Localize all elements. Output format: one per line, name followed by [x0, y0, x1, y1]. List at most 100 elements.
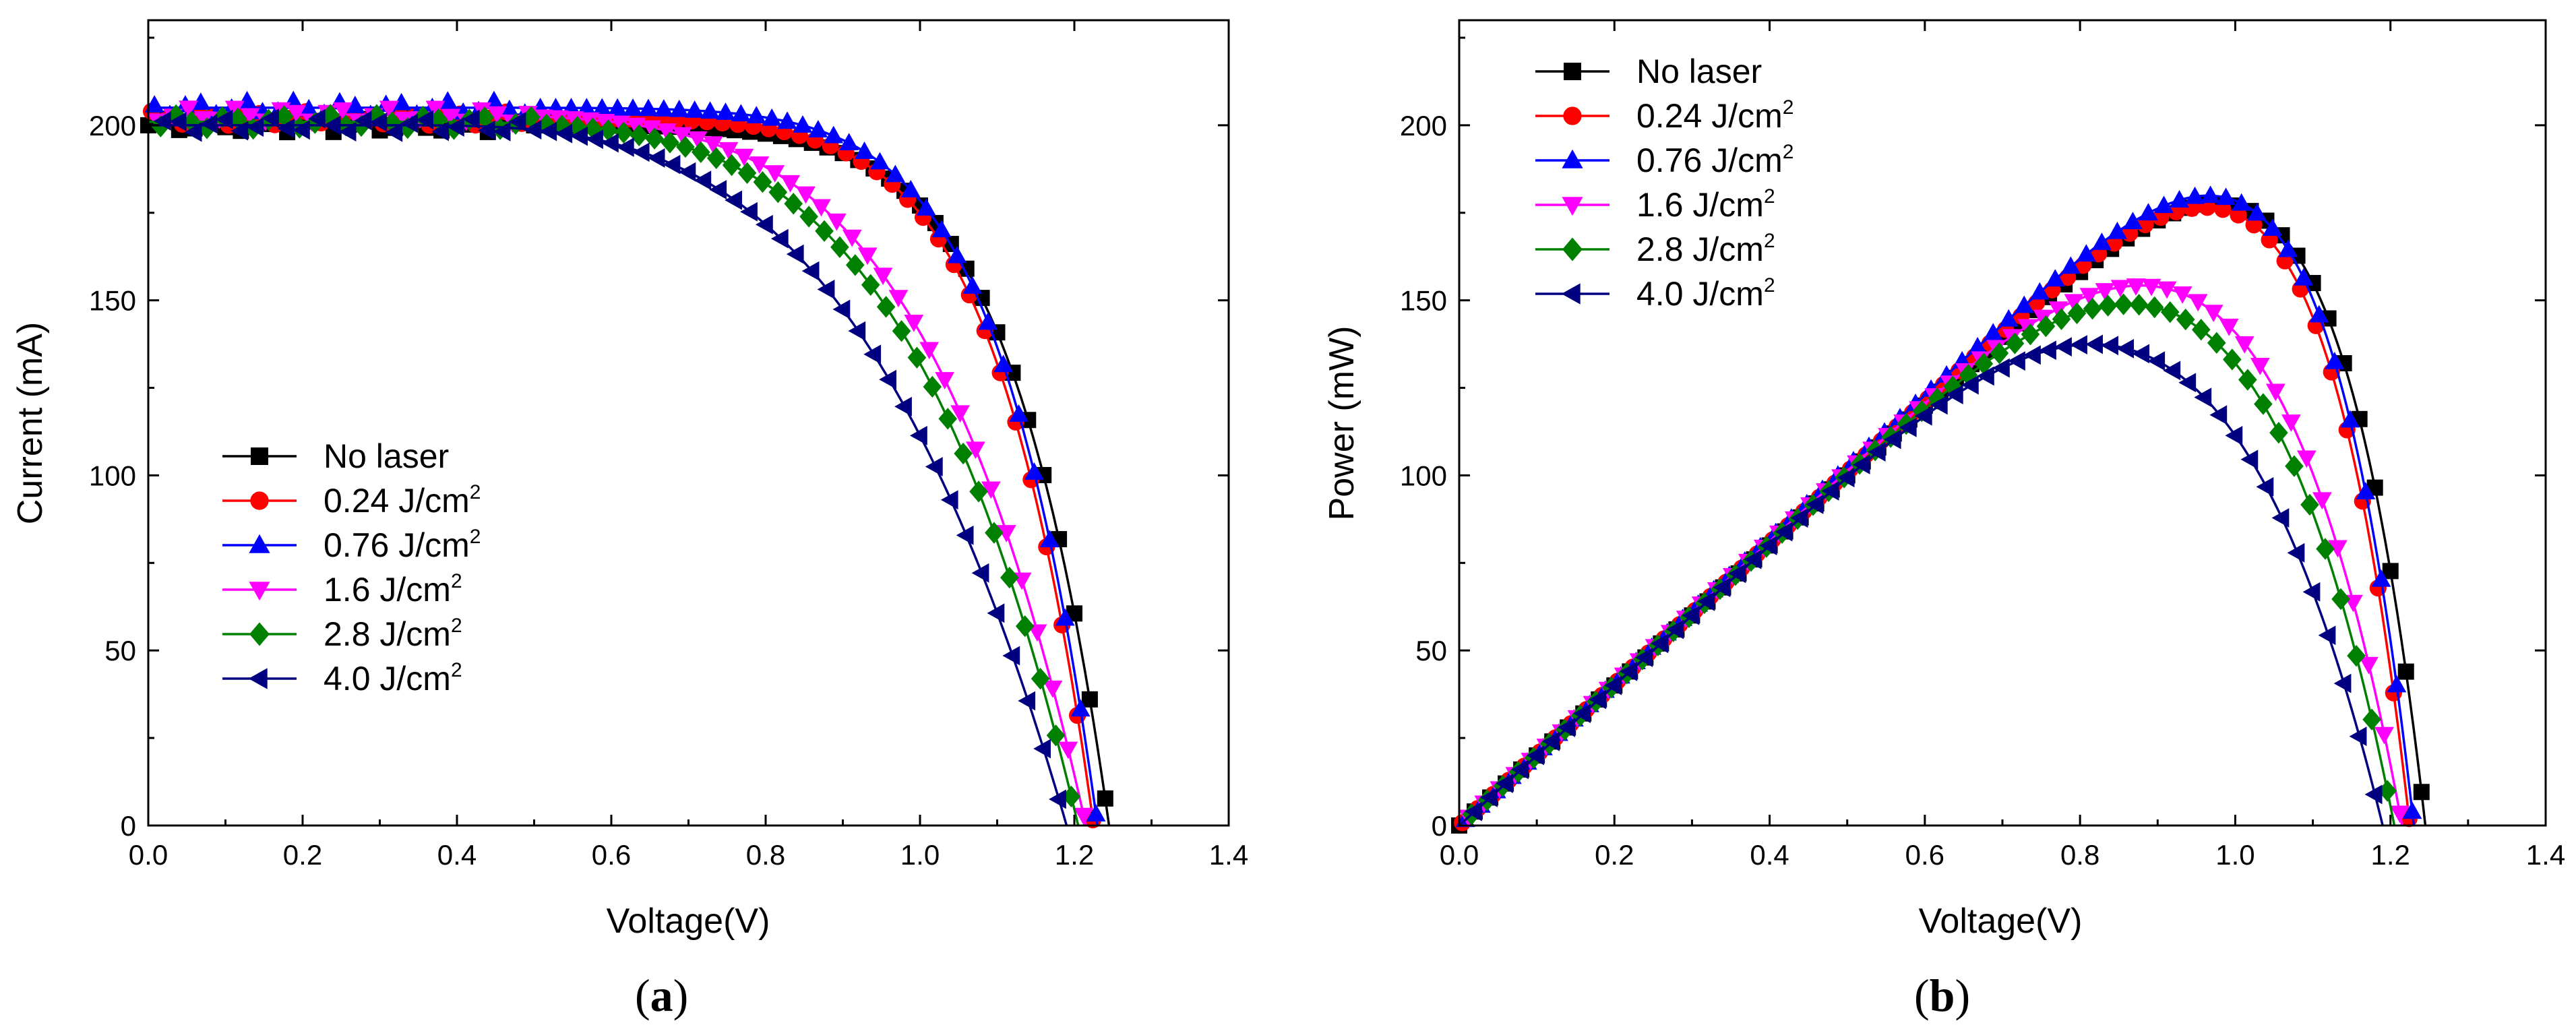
data-point — [1744, 549, 1762, 569]
series-square — [140, 110, 1113, 826]
data-point — [2036, 315, 2056, 338]
data-point — [694, 170, 712, 191]
legend-marker — [1561, 283, 1581, 305]
legend-label: 2.8 J/cm2 — [324, 615, 462, 653]
data-point — [570, 126, 588, 146]
data-point — [848, 321, 866, 341]
x-tick-label: 0.2 — [1595, 839, 1634, 871]
data-point — [394, 111, 415, 129]
data-point — [737, 162, 757, 184]
data-point — [824, 125, 844, 144]
data-point — [630, 124, 649, 147]
data-point — [2163, 361, 2181, 381]
data-point — [441, 108, 461, 127]
data-point — [416, 110, 433, 130]
x-tick-label: 0.0 — [129, 839, 168, 871]
data-point — [2052, 308, 2071, 330]
series-diamond — [148, 104, 1081, 826]
data-point — [323, 115, 341, 135]
legend-label: 0.76 J/cm2 — [1636, 141, 1793, 179]
data-point — [722, 154, 741, 177]
data-point — [1759, 536, 1777, 556]
data-point — [987, 603, 1005, 623]
data-point — [385, 122, 403, 142]
data-point — [614, 121, 634, 144]
data-point — [938, 408, 958, 430]
data-point — [962, 276, 983, 294]
data-point — [595, 113, 615, 131]
data-point — [2254, 393, 2273, 415]
data-point — [487, 106, 507, 124]
panel-b-y-axis-title: Power (mW) — [1322, 326, 1361, 521]
data-point — [246, 117, 264, 137]
data-point — [2378, 780, 2397, 802]
data-point — [447, 117, 464, 137]
data-point — [555, 123, 573, 144]
y-tick-label: 150 — [1400, 285, 1447, 317]
data-point — [2331, 588, 2350, 611]
data-point — [231, 121, 249, 141]
data-point — [2364, 784, 2383, 805]
data-point — [762, 108, 782, 126]
data-point — [1558, 718, 1575, 737]
data-point — [568, 116, 587, 138]
data-point — [2402, 801, 2422, 819]
data-point — [2287, 542, 2305, 563]
data-point — [431, 121, 449, 142]
data-point — [1018, 691, 1036, 711]
data-point — [780, 175, 801, 193]
legend-marker — [1562, 237, 1583, 261]
x-tick-label: 1.0 — [900, 839, 940, 871]
data-point — [1998, 309, 2019, 327]
data-point — [2095, 283, 2115, 301]
data-point — [2160, 301, 2180, 323]
data-point — [753, 170, 772, 193]
data-point — [2085, 334, 2103, 354]
data-point — [2039, 340, 2056, 361]
legend-marker — [250, 491, 269, 510]
data-point — [1049, 789, 1066, 809]
data-point — [1620, 661, 1638, 681]
series-line — [1458, 206, 2412, 827]
data-point — [956, 525, 974, 545]
data-point — [333, 102, 352, 120]
data-point — [777, 111, 797, 129]
data-point — [2325, 351, 2345, 369]
data-point — [692, 141, 710, 163]
y-tick-label: 100 — [89, 460, 136, 491]
data-point — [935, 372, 955, 390]
series-line — [148, 124, 1111, 826]
data-point — [861, 274, 880, 296]
data-point — [2126, 278, 2146, 296]
data-point — [993, 354, 1014, 373]
data-point — [839, 133, 859, 151]
data-point — [687, 131, 708, 149]
data-point — [2413, 784, 2430, 801]
data-point — [892, 320, 911, 342]
legend-label: 0.76 J/cm2 — [324, 526, 481, 564]
legend-label: No laser — [1636, 53, 1762, 90]
data-point — [873, 268, 893, 285]
data-point — [1990, 342, 2009, 365]
data-point — [616, 137, 634, 157]
data-point — [2312, 492, 2332, 510]
data-point — [2132, 344, 2150, 364]
data-point — [1837, 468, 1855, 488]
data-point — [392, 92, 411, 111]
panel-a-legend: No laser 0.24 J/cm2 0.76 J/cm2 1.6 J/cm2 2.8… — [222, 437, 481, 697]
data-point — [2060, 256, 2081, 274]
data-point — [200, 114, 218, 134]
data-point — [1081, 691, 1098, 708]
data-point — [1527, 745, 1544, 766]
data-point — [734, 148, 754, 166]
legend-marker — [249, 534, 270, 553]
data-point — [508, 112, 526, 131]
data-point — [904, 314, 924, 332]
data-point — [166, 104, 186, 127]
data-point — [1024, 462, 1044, 480]
data-point — [499, 99, 520, 117]
data-point — [599, 119, 618, 142]
data-point — [1775, 522, 1793, 542]
data-point — [815, 220, 834, 243]
